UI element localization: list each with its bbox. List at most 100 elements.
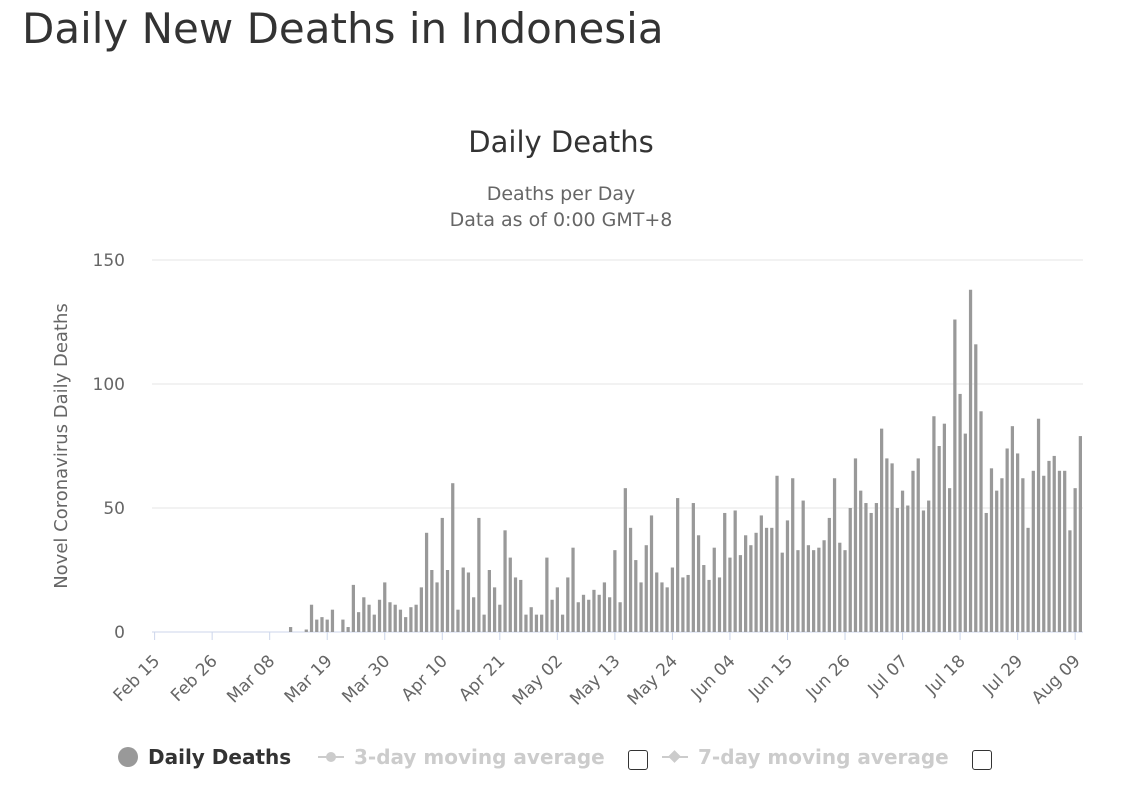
bar[interactable] xyxy=(1073,488,1077,632)
bar[interactable] xyxy=(864,503,868,632)
bar[interactable] xyxy=(472,597,476,632)
bar[interactable] xyxy=(404,617,408,632)
bar[interactable] xyxy=(519,579,523,632)
bar[interactable] xyxy=(911,470,915,632)
bar[interactable] xyxy=(948,488,952,632)
bar[interactable] xyxy=(288,627,293,632)
bar[interactable] xyxy=(989,468,994,632)
bar[interactable] xyxy=(806,545,811,632)
bar[interactable] xyxy=(874,503,879,632)
bar[interactable] xyxy=(1052,455,1056,632)
bar[interactable] xyxy=(900,490,905,632)
bar[interactable] xyxy=(869,512,873,632)
bar[interactable] xyxy=(649,515,654,632)
bar[interactable] xyxy=(435,582,439,632)
bar[interactable] xyxy=(937,446,941,632)
bar[interactable] xyxy=(498,604,502,632)
legend-item-7-day-average[interactable]: 7-day moving average xyxy=(662,740,949,774)
bar[interactable] xyxy=(608,597,612,632)
bar[interactable] xyxy=(581,594,586,632)
bar[interactable] xyxy=(738,555,743,632)
bar[interactable] xyxy=(555,587,559,632)
bar[interactable] xyxy=(832,478,837,632)
legend-item-3-day-average[interactable]: 3-day moving average xyxy=(318,740,605,774)
bar[interactable] xyxy=(623,488,627,632)
bar[interactable] xyxy=(733,510,737,632)
bar[interactable] xyxy=(749,545,753,632)
bar[interactable] xyxy=(859,490,863,632)
bar[interactable] xyxy=(770,527,774,632)
bar[interactable] xyxy=(414,604,418,632)
bar[interactable] xyxy=(780,552,784,632)
bar[interactable] xyxy=(927,500,931,632)
bar[interactable] xyxy=(812,550,816,632)
bar[interactable] xyxy=(346,627,350,632)
bar[interactable] xyxy=(409,607,413,632)
bar[interactable] xyxy=(1010,426,1015,632)
bar[interactable] xyxy=(372,614,376,632)
bar[interactable] xyxy=(848,508,852,632)
bar[interactable] xyxy=(618,602,622,632)
bar[interactable] xyxy=(461,567,465,632)
bar[interactable] xyxy=(440,517,444,632)
bar[interactable] xyxy=(791,478,795,632)
bar[interactable] xyxy=(1078,436,1082,632)
bar[interactable] xyxy=(906,505,910,632)
bar[interactable] xyxy=(958,393,962,632)
bar[interactable] xyxy=(540,614,544,632)
bar[interactable] xyxy=(880,428,884,632)
bar[interactable] xyxy=(466,572,471,632)
bar[interactable] xyxy=(932,416,936,632)
bar[interactable] xyxy=(545,557,549,632)
bar[interactable] xyxy=(702,565,706,632)
bar[interactable] xyxy=(843,550,847,632)
bar[interactable] xyxy=(974,344,978,632)
bar[interactable] xyxy=(351,584,355,632)
bar[interactable] xyxy=(853,458,858,632)
bar[interactable] xyxy=(895,508,899,632)
bar[interactable] xyxy=(670,567,675,632)
bar[interactable] xyxy=(1016,453,1020,632)
bar[interactable] xyxy=(508,557,512,632)
bar[interactable] xyxy=(785,520,790,632)
bar[interactable] xyxy=(566,577,570,632)
bar[interactable] xyxy=(492,587,497,632)
bar[interactable] xyxy=(717,577,722,632)
bar[interactable] xyxy=(613,550,617,632)
bar[interactable] xyxy=(398,609,403,632)
bar[interactable] xyxy=(639,582,643,632)
bar[interactable] xyxy=(320,617,324,632)
bar[interactable] xyxy=(995,490,999,632)
bar[interactable] xyxy=(393,604,397,632)
bar[interactable] xyxy=(764,527,769,632)
bar[interactable] xyxy=(576,602,580,632)
bar[interactable] xyxy=(744,535,748,632)
bar[interactable] xyxy=(503,530,507,632)
bar[interactable] xyxy=(477,517,481,632)
bar[interactable] xyxy=(487,570,491,632)
bar[interactable] xyxy=(759,515,763,632)
bar[interactable] xyxy=(1047,460,1051,632)
bar[interactable] xyxy=(482,614,486,632)
bar[interactable] xyxy=(644,545,648,632)
bar[interactable] xyxy=(801,500,805,632)
bar[interactable] xyxy=(916,458,920,632)
bar[interactable] xyxy=(1005,448,1009,632)
bar[interactable] xyxy=(1042,475,1046,632)
bar[interactable] xyxy=(560,614,565,632)
bar[interactable] xyxy=(309,604,314,632)
bar[interactable] xyxy=(367,604,371,632)
bar[interactable] xyxy=(430,570,434,632)
bars[interactable] xyxy=(288,289,1082,632)
bar[interactable] xyxy=(634,560,638,632)
bar[interactable] xyxy=(456,609,460,632)
bar[interactable] xyxy=(953,319,957,632)
bar[interactable] xyxy=(696,535,701,632)
bar[interactable] xyxy=(984,512,988,632)
bar[interactable] xyxy=(968,289,973,632)
bar[interactable] xyxy=(383,582,387,632)
bar[interactable] xyxy=(979,411,983,632)
bar[interactable] xyxy=(1057,470,1062,632)
bar[interactable] xyxy=(571,547,575,632)
bar[interactable] xyxy=(1021,478,1025,632)
